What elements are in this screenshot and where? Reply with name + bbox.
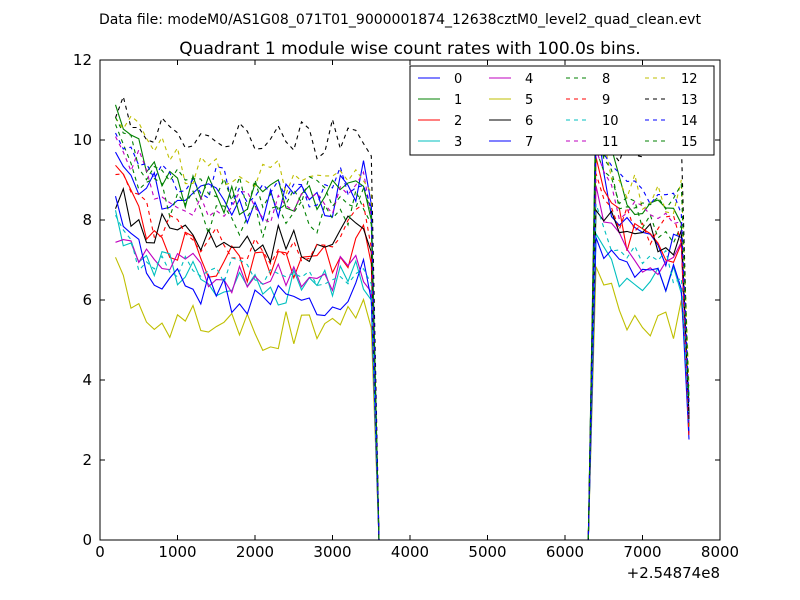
series-line-12 (115, 115, 690, 541)
series-line-0 (115, 113, 690, 541)
legend-label-12: 12 (681, 72, 698, 87)
x-axis-offset-label: +2.54874e8 (627, 564, 720, 582)
legend-label-2: 2 (454, 114, 462, 129)
series-line-10 (115, 203, 690, 541)
x-tick-label: 3000 (313, 543, 351, 561)
y-tick-label: 0 (82, 531, 92, 549)
series-line-15 (115, 117, 690, 541)
y-tick-label: 12 (73, 51, 92, 69)
legend-label-4: 4 (525, 72, 533, 87)
x-tick-label: 4000 (391, 543, 429, 561)
legend-label-1: 1 (454, 93, 462, 108)
series-line-5 (114, 257, 690, 541)
legend-label-10: 10 (602, 114, 619, 129)
figure-suptitle: Data file: modeM0/AS1G08_071T01_90000018… (99, 12, 701, 28)
legend-label-14: 14 (681, 114, 698, 129)
legend-label-6: 6 (525, 114, 533, 129)
x-tick-label: 2000 (236, 543, 274, 561)
legend-label-5: 5 (525, 93, 533, 108)
x-tick-label: 7000 (623, 543, 661, 561)
y-tick-label: 2 (82, 451, 92, 469)
y-tick-label: 8 (82, 211, 92, 229)
x-tick-label: 6000 (546, 543, 584, 561)
x-tick-label: 0 (95, 543, 105, 561)
legend-label-0: 0 (454, 72, 462, 87)
series-line-9 (115, 173, 690, 541)
legend-label-8: 8 (602, 72, 610, 87)
chart-title: Quadrant 1 module wise count rates with … (179, 39, 640, 59)
x-tick-label: 1000 (158, 543, 196, 561)
legend-label-3: 3 (454, 135, 462, 150)
y-tick-label: 10 (73, 131, 92, 149)
legend-box (409, 65, 715, 156)
legend-label-15: 15 (681, 135, 698, 150)
x-tick-label: 8000 (701, 543, 739, 561)
series-line-14 (115, 132, 690, 541)
series-line-3 (114, 210, 690, 541)
legend-label-7: 7 (525, 135, 533, 150)
x-tick-label: 5000 (468, 543, 506, 561)
legend-label-13: 13 (681, 93, 698, 108)
legend-label-11: 11 (602, 135, 619, 150)
series-line-7 (114, 196, 690, 541)
axis-ticks: 0 1000 2000 3000 4000 5000 6000 7000 80000246810… (73, 51, 739, 561)
y-tick-label: 4 (82, 371, 92, 389)
series-line-6 (114, 186, 690, 541)
series-line-4 (115, 185, 690, 541)
y-tick-label: 6 (82, 291, 92, 309)
legend-label-9: 9 (602, 93, 610, 108)
series-line-11 (115, 136, 690, 541)
